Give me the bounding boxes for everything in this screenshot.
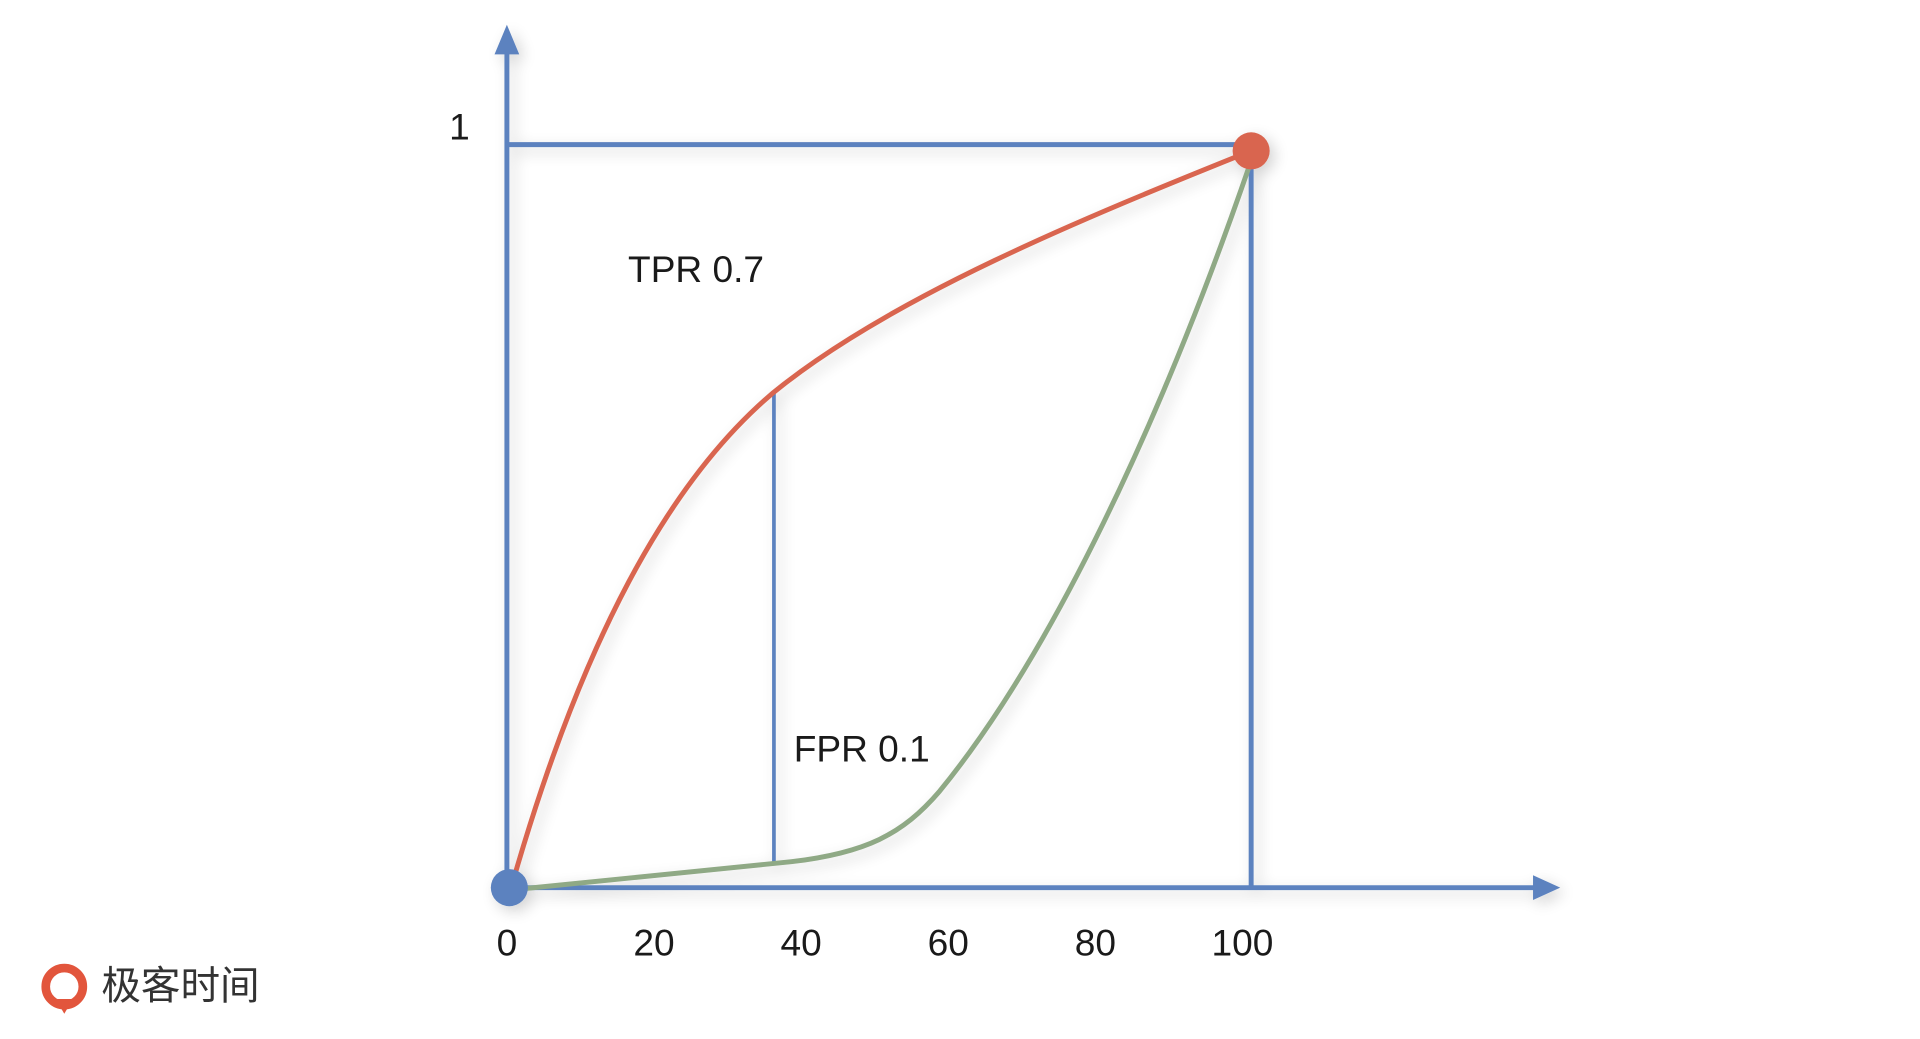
start-point (490, 869, 528, 907)
logo: 极客时间 (41, 963, 260, 1014)
tpr-label: TPR 0.7 (628, 248, 764, 290)
x-tick-label: 0 (497, 922, 518, 964)
watermark: 极客时间 (101, 965, 259, 1009)
positive-curve (509, 148, 1253, 886)
x-tick-label: 20 (633, 922, 674, 964)
logo-tip (55, 998, 73, 1014)
fpr-label: FPR 0.1 (794, 727, 930, 769)
axes (490, 24, 1561, 907)
x-tick-label: 60 (928, 922, 969, 964)
y-tick-label: 1 (449, 106, 470, 148)
end-point (1232, 132, 1270, 170)
x-tick-label: 80 (1075, 922, 1116, 964)
x-arrow (1533, 875, 1561, 901)
y-arrow (494, 24, 520, 55)
x-tick-label: 100 (1212, 922, 1274, 964)
negative-curve (509, 159, 1254, 893)
x-tick-label: 40 (781, 922, 822, 964)
